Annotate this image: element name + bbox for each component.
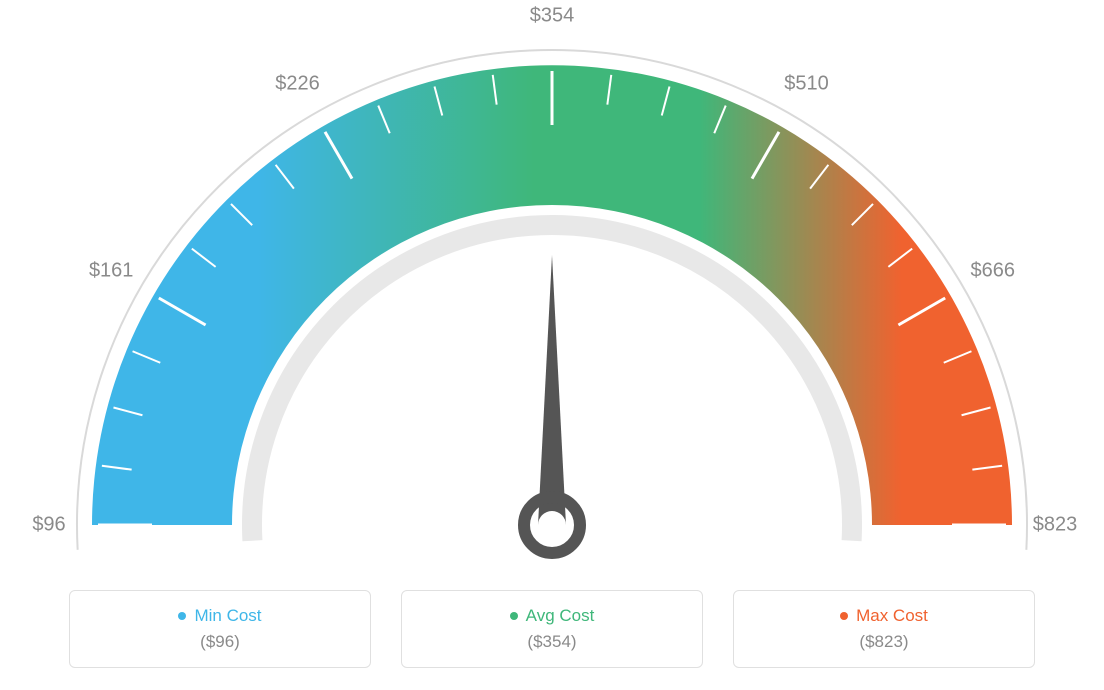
- gauge-tick-label: $96: [32, 514, 65, 537]
- legend-label-text: Max Cost: [856, 606, 928, 626]
- legend-label-text: Min Cost: [194, 606, 261, 626]
- legend-label: Min Cost: [178, 606, 261, 626]
- gauge-tick-label: $354: [530, 5, 575, 28]
- legend-label-text: Avg Cost: [526, 606, 595, 626]
- legend-dot-icon: [840, 612, 848, 620]
- gauge-area: $96 $161 $226 $354 $510 $666 $823: [0, 0, 1104, 570]
- gauge-tick-label: $666: [971, 259, 1016, 282]
- gauge-tick-label: $823: [1033, 514, 1078, 537]
- legend-value: ($354): [527, 632, 576, 652]
- legend-value: ($96): [200, 632, 240, 652]
- gauge-tick-label: $226: [275, 73, 320, 96]
- legend-box: Avg Cost ($354): [401, 590, 703, 668]
- legend-row: Min Cost ($96) Avg Cost ($354) Max Cost ($823…: [0, 590, 1104, 668]
- gauge-svg: [0, 0, 1104, 570]
- legend-value: ($823): [859, 632, 908, 652]
- legend-label: Max Cost: [840, 606, 928, 626]
- legend-label: Avg Cost: [510, 606, 595, 626]
- legend-box: Max Cost ($823): [733, 590, 1035, 668]
- cost-gauge-container: $96 $161 $226 $354 $510 $666 $823 Min Cost ($96…: [0, 0, 1104, 690]
- legend-dot-icon: [510, 612, 518, 620]
- legend-dot-icon: [178, 612, 186, 620]
- legend-box: Min Cost ($96): [69, 590, 371, 668]
- gauge-tick-label: $510: [784, 73, 829, 96]
- gauge-tick-label: $161: [89, 259, 134, 282]
